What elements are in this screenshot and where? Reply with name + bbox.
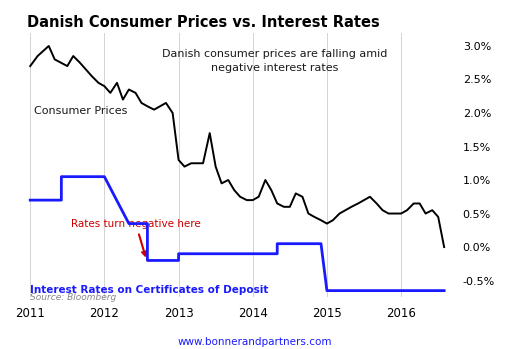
Text: Danish Consumer Prices vs. Interest Rates: Danish Consumer Prices vs. Interest Rate… bbox=[26, 15, 379, 30]
Text: Source: Bloomberg: Source: Bloomberg bbox=[30, 292, 116, 302]
Text: Consumer Prices: Consumer Prices bbox=[34, 106, 127, 116]
Text: Rates turn negative here: Rates turn negative here bbox=[71, 219, 201, 255]
Text: Interest Rates on Certificates of Deposit: Interest Rates on Certificates of Deposi… bbox=[30, 284, 268, 295]
Text: www.bonnerandpartners.com: www.bonnerandpartners.com bbox=[178, 337, 331, 347]
Text: Danish consumer prices are falling amid
negative interest rates: Danish consumer prices are falling amid … bbox=[162, 49, 387, 73]
